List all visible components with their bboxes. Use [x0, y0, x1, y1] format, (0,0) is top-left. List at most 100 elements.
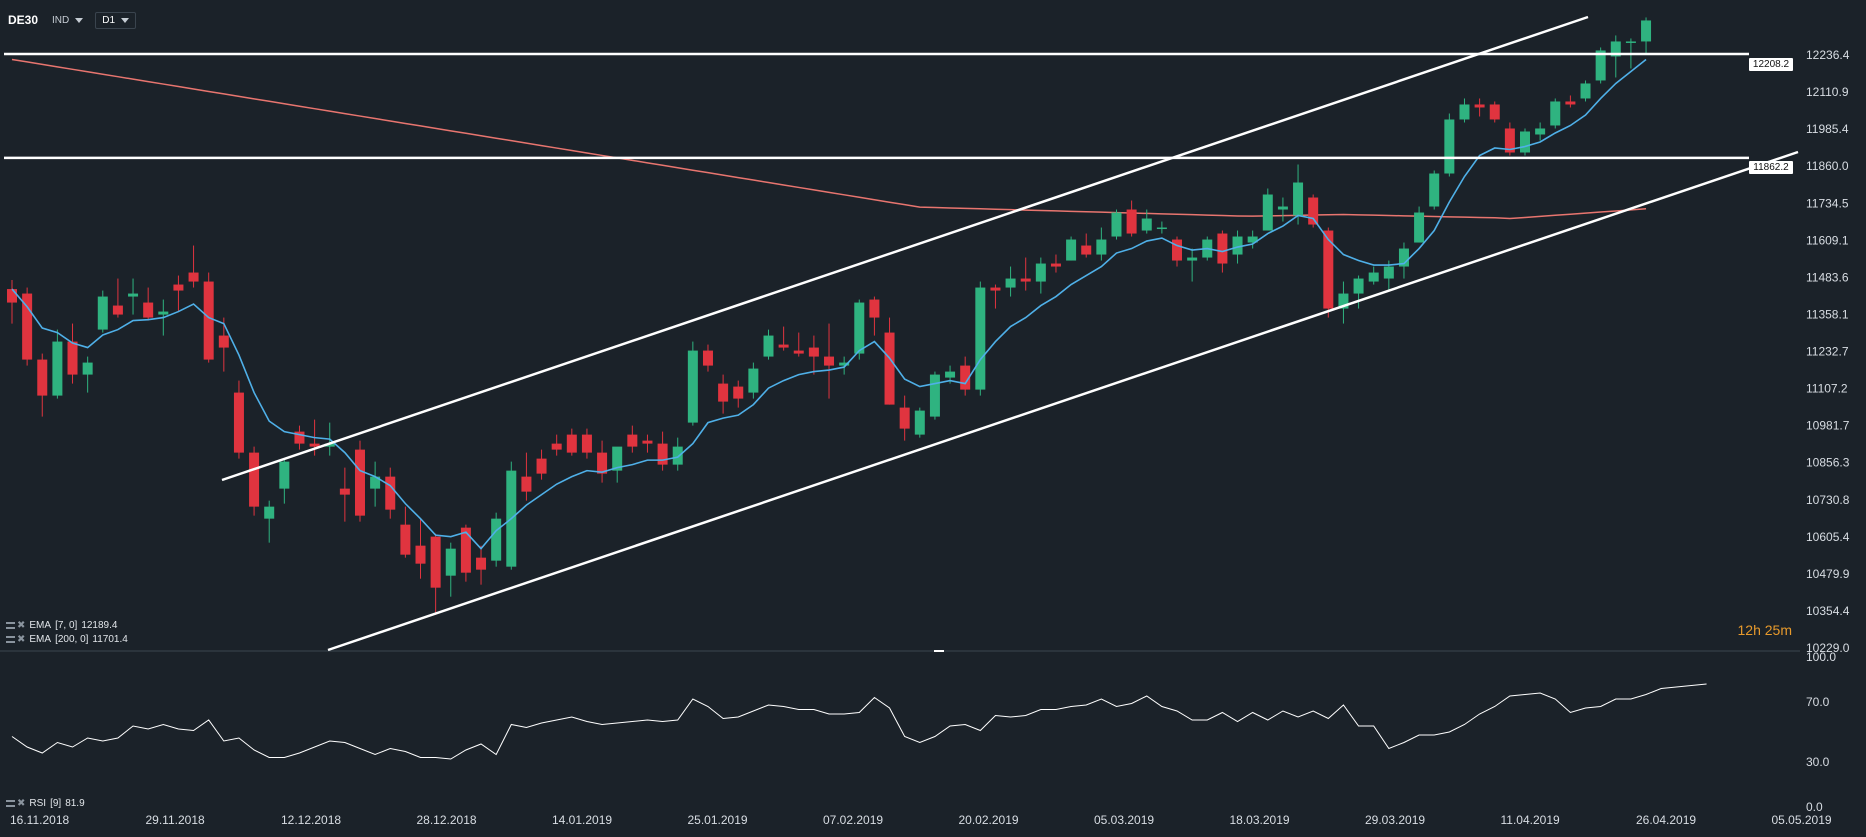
candle-body: [1459, 104, 1470, 120]
candle: [687, 341, 698, 426]
candle: [1156, 221, 1167, 234]
candle-body: [1035, 263, 1046, 282]
candle-body: [1535, 128, 1546, 135]
candle: [188, 245, 199, 288]
candle-body: [899, 407, 910, 429]
candlestick-series: [7, 17, 1652, 615]
candle-body: [249, 452, 260, 507]
timeframe-dropdown[interactable]: D1: [95, 11, 137, 29]
legend-ema7: ✖ EMA [7, 0] 12189.4: [6, 620, 117, 631]
channel-lower-line[interactable]: [327, 150, 1799, 652]
candle: [354, 440, 365, 522]
rsi-tick-label: 100.0: [1806, 650, 1836, 664]
close-icon[interactable]: ✖: [17, 620, 26, 631]
candle-body: [1565, 101, 1576, 105]
price-tag-lower[interactable]: 11862.2: [1749, 161, 1793, 174]
drawings-layer[interactable]: [4, 15, 1799, 652]
candle: [415, 518, 426, 579]
candle-body: [884, 332, 895, 405]
instrument-type-dropdown[interactable]: IND: [46, 13, 89, 28]
price-tick-label: 10730.8: [1806, 493, 1850, 507]
candle-body: [1429, 173, 1440, 207]
candle: [1489, 101, 1500, 123]
price-tick-label: 11734.5: [1806, 196, 1849, 210]
candle: [884, 317, 895, 405]
candle: [733, 380, 744, 408]
close-icon[interactable]: ✖: [17, 634, 26, 645]
candle: [1550, 98, 1561, 129]
countdown-minutes-unit: m: [1780, 622, 1792, 638]
price-axis[interactable]: 12236.4 12110.9 11985.4 11860.0 11734.5 11609…: [1806, 48, 1850, 655]
timeframe-label: D1: [102, 14, 116, 26]
candle-body: [97, 296, 108, 330]
candle-body: [793, 350, 804, 354]
candle-body: [1293, 182, 1304, 216]
rsi-tick-label: 30.0: [1806, 755, 1830, 769]
price-tick-label: 11609.1: [1806, 233, 1849, 247]
price-tick-label: 11483.6: [1806, 270, 1849, 284]
candle-body: [1353, 278, 1364, 294]
candle-body: [264, 506, 275, 519]
candle-body: [1489, 104, 1500, 120]
candle-body: [203, 281, 214, 360]
candle: [294, 425, 305, 450]
candle-body: [430, 536, 441, 588]
candle-body: [339, 488, 350, 495]
candle-body: [354, 449, 365, 516]
candle-body: [1066, 239, 1077, 261]
candle-body: [1217, 233, 1228, 264]
candle: [1353, 275, 1364, 309]
candle: [339, 467, 350, 522]
price-tag-upper[interactable]: 12208.2: [1749, 58, 1793, 71]
candle: [1338, 281, 1349, 324]
time-tick-label: 26.04.2019: [1636, 813, 1696, 827]
candle: [793, 332, 804, 357]
candle: [173, 275, 184, 312]
drawing-handle[interactable]: [934, 650, 944, 652]
candle-body: [581, 434, 592, 453]
candle-body: [1474, 104, 1485, 108]
rsi-tick-label: 0.0: [1806, 800, 1823, 814]
candle-body: [1641, 20, 1652, 42]
price-tick-label: 10354.4: [1806, 604, 1850, 618]
time-tick-label: 12.12.2018: [281, 813, 341, 827]
settings-icon[interactable]: [6, 800, 15, 807]
price-tick-label: 11232.7: [1806, 345, 1849, 359]
candle-body: [763, 335, 774, 357]
candle-body: [1610, 41, 1621, 57]
candle-body: [929, 374, 940, 417]
candle: [22, 287, 33, 366]
close-icon[interactable]: ✖: [17, 798, 26, 809]
time-tick-label: 16.11.2018: [10, 813, 69, 827]
time-axis[interactable]: 16.11.2018 29.11.2018 12.12.2018 28.12.2018…: [10, 813, 1832, 827]
candle: [1005, 266, 1016, 297]
candle-body: [1323, 230, 1334, 309]
candle: [430, 533, 441, 615]
candle-body: [975, 287, 986, 390]
price-tick-label: 10856.3: [1806, 456, 1850, 470]
candle: [551, 434, 562, 456]
candle: [1035, 257, 1046, 294]
candle: [7, 280, 17, 324]
candle: [385, 467, 396, 519]
candle-body: [476, 557, 487, 570]
candle-body: [143, 302, 154, 318]
symbol-label[interactable]: DE30: [8, 13, 39, 27]
candle: [1277, 197, 1288, 222]
candle: [566, 428, 577, 456]
candle: [1610, 35, 1621, 78]
ema200-params: [200, 0]: [55, 634, 89, 645]
candle-body: [1005, 278, 1016, 288]
channel-upper-line[interactable]: [221, 15, 1589, 482]
candle-body: [1050, 263, 1061, 267]
candle: [808, 335, 819, 375]
settings-icon[interactable]: [6, 622, 15, 629]
rsi-axis[interactable]: 100.0 70.0 30.0 0.0: [1806, 650, 1836, 814]
time-tick-label: 11.04.2019: [1501, 813, 1560, 827]
price-tick-label: 11985.4: [1806, 122, 1849, 136]
candle: [1172, 236, 1183, 267]
settings-icon[interactable]: [6, 636, 15, 643]
time-tick-label: 20.02.2019: [959, 813, 1019, 827]
candle-body: [7, 289, 17, 303]
